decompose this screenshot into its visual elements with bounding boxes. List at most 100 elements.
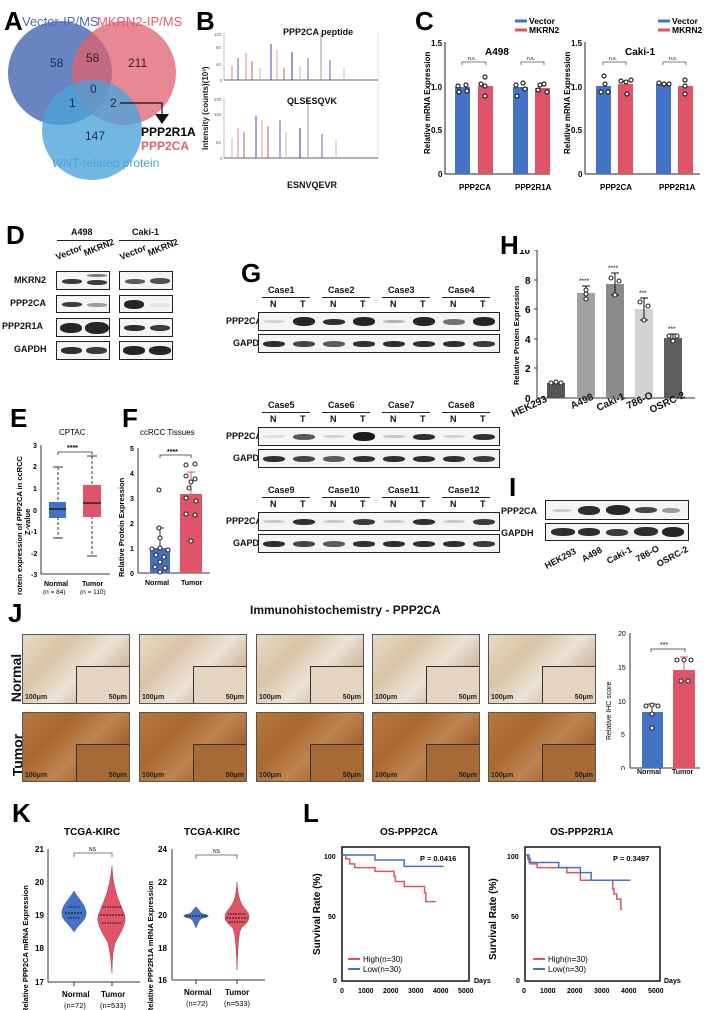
- svg-text:20: 20: [35, 878, 44, 887]
- wb-g-lane-label: N: [270, 299, 277, 309]
- wb-g-row-label: PPP2CA: [226, 516, 263, 526]
- svg-text:5: 5: [621, 732, 625, 739]
- ihc-image-tumor: 100μm 50μm: [256, 712, 364, 782]
- callout-gene-ppp2r1a: PPP2R1A: [141, 125, 196, 139]
- wb-g-case-label: Case10: [328, 485, 360, 495]
- svg-text:****: ****: [579, 278, 590, 285]
- wb-g-lane-label: N: [330, 414, 337, 424]
- svg-text:Normal: Normal: [184, 988, 212, 997]
- ihc-image-tumor: 100μm 50μm: [488, 712, 596, 782]
- svg-text:Survival Rate (%): Survival Rate (%): [312, 873, 323, 955]
- svg-text:PPP2CA: PPP2CA: [600, 183, 632, 192]
- svg-text:High(n=30): High(n=30): [548, 955, 588, 964]
- wb-d-row-gapdh: GAPDH: [14, 344, 47, 354]
- wb-g-lane-label: N: [390, 499, 397, 509]
- svg-text:4: 4: [130, 471, 134, 478]
- wb-g-blot: [258, 334, 500, 353]
- wb-g-lane-label: T: [300, 299, 306, 309]
- svg-text:0: 0: [621, 766, 625, 770]
- panel-label-d: D: [6, 220, 25, 250]
- svg-text:3000: 3000: [408, 988, 424, 995]
- wb-g-row-label: GAPDH: [233, 453, 266, 463]
- svg-text:16: 16: [158, 976, 167, 985]
- svg-text:-1: -1: [31, 529, 37, 536]
- wb-d-lane-vector-2: Vector: [118, 242, 148, 262]
- wb-g-case-underline: [442, 412, 490, 413]
- svg-text:Tumor: Tumor: [225, 988, 249, 997]
- wb-g-case-label: Case7: [388, 400, 415, 410]
- svg-text:0.5: 0.5: [431, 126, 443, 135]
- svg-text:(n=533): (n=533): [224, 999, 251, 1008]
- svg-text:MKRN2: MKRN2: [672, 25, 702, 35]
- wb-g-case-label: Case9: [268, 485, 295, 495]
- wb-d-lane-vector-1: Vector: [54, 242, 84, 262]
- svg-text:40: 40: [216, 62, 222, 67]
- svg-text:Caki-1: Caki-1: [625, 47, 655, 58]
- wb-g-lane-label: N: [330, 299, 337, 309]
- wb-d-row-mkrn2: MKRN2: [14, 275, 47, 285]
- chart-k: TCGA-KIRC Relative PPP2CA mRNA Expressio…: [21, 827, 265, 1010]
- svg-text:CPTAC: CPTAC: [59, 428, 86, 437]
- svg-text:3: 3: [33, 443, 37, 450]
- svg-text:n.s.: n.s.: [669, 56, 677, 62]
- panel-label-b: B: [196, 6, 215, 36]
- ms-peptide-1: QLSESQVK: [287, 96, 338, 106]
- wb-g-lane-label: T: [300, 414, 306, 424]
- km-curve: [525, 854, 631, 881]
- svg-text:0: 0: [522, 988, 526, 995]
- svg-text:PPP2R1A: PPP2R1A: [515, 183, 552, 192]
- svg-text:22: 22: [158, 878, 167, 887]
- panel-label-k: K: [12, 798, 31, 828]
- svg-text:0: 0: [33, 508, 37, 515]
- panel-label-h: H: [500, 230, 519, 260]
- svg-text:Days: Days: [664, 978, 681, 985]
- venn-circle-wnt: [42, 80, 142, 180]
- wb-d-underline-a498: [57, 240, 110, 241]
- svg-text:18: 18: [35, 944, 44, 953]
- wb-g-blot: [258, 312, 500, 331]
- scale-bar-small: 50μm: [108, 772, 127, 779]
- venn-diagram: 58 58 211 0 1 2 147: [8, 21, 176, 180]
- wb-g-lane-label: T: [300, 499, 306, 509]
- scale-bar-small: 50μm: [574, 772, 593, 779]
- scale-bar-small: 50μm: [458, 772, 477, 779]
- ms-peptide-2: ESNVQEVR: [287, 180, 338, 190]
- svg-text:2: 2: [525, 364, 531, 375]
- svg-text:NS: NS: [89, 847, 97, 853]
- ihc-image-tumor: 100μm 50μm: [22, 712, 130, 782]
- svg-text:High(n=30): High(n=30): [363, 955, 403, 964]
- svg-text:18: 18: [158, 944, 167, 953]
- wb-g-lane-label: N: [450, 499, 457, 509]
- svg-text:ccRCC Tissues: ccRCC Tissues: [140, 428, 195, 437]
- ihc-title: Immunohistochemistry - PPP2CA: [250, 603, 441, 617]
- ihc-zoom-inset: [426, 743, 479, 781]
- svg-text:Protein expression of PPP2CA i: Protein expression of PPP2CA in ccRCC: [15, 455, 24, 595]
- svg-text:0: 0: [438, 170, 443, 179]
- wb-g-case-underline: [322, 412, 370, 413]
- svg-text:(n=72): (n=72): [186, 999, 208, 1008]
- panel-label-i: I: [509, 472, 517, 502]
- svg-text:Z-value: Z-value: [23, 509, 32, 535]
- venn-count-mkrn2-wnt: 2: [110, 96, 117, 110]
- wb-g-case-label: Case8: [448, 400, 475, 410]
- svg-text:4000: 4000: [433, 988, 449, 995]
- chart-e: Protein expression of PPP2CA in ccRCC Z-…: [15, 428, 110, 595]
- wb-i-row-gapdh: GAPDH: [501, 528, 534, 538]
- svg-text:Relative mRNA Expression: Relative mRNA Expression: [423, 51, 432, 154]
- svg-text:50: 50: [511, 914, 519, 921]
- wb-g-lane-label: N: [450, 299, 457, 309]
- chart-l-ppp2r1a: OS-PPP2R1A Survival Rate (%) 100 50 0 0 1…: [488, 827, 681, 995]
- callout-arrow-line: [120, 102, 163, 118]
- venn-count-vector-wnt: 1: [69, 96, 76, 110]
- svg-text:50: 50: [328, 914, 336, 921]
- svg-text:-2: -2: [31, 551, 37, 558]
- svg-text:0: 0: [516, 978, 520, 985]
- svg-text:****: ****: [167, 449, 178, 456]
- ms-title: PPP2CA peptide: [283, 27, 354, 37]
- km-curve: [342, 854, 444, 868]
- scale-bar-large: 100μm: [375, 772, 398, 779]
- wb-g-case-underline: [382, 412, 430, 413]
- ms-spectra: Intensity (counts)(10³) 120 80 40 0 200 …: [201, 32, 379, 161]
- wb-g-case-underline: [442, 297, 490, 298]
- wb-d-row-ppp2ca: PPP2CA: [10, 298, 47, 308]
